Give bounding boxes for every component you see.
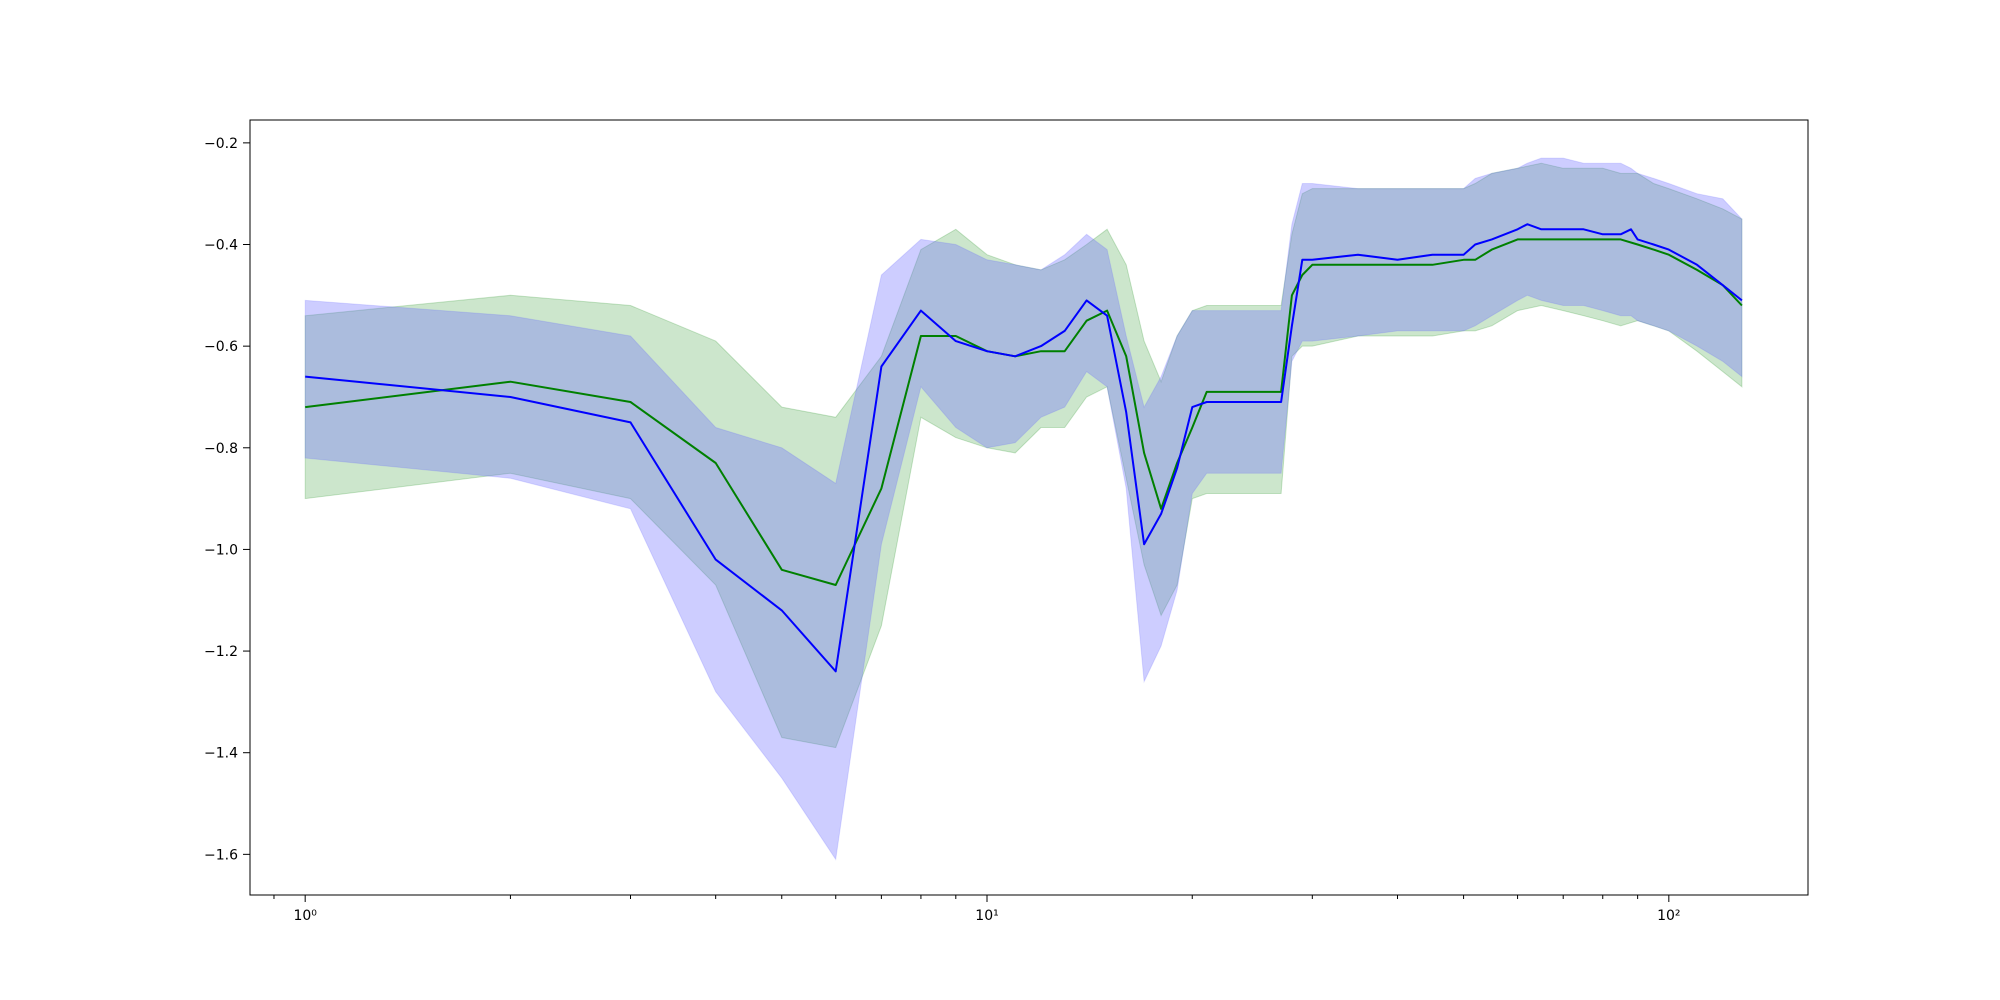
series-1-line (305, 238, 1743, 586)
plot-area-frame (249, 119, 1809, 896)
y-tick-label: −0.4 (204, 238, 238, 254)
y-tick-label: −1.6 (204, 847, 238, 863)
y-tick-label: −0.6 (204, 339, 238, 355)
x-axis: 10⁰ 10¹ 10² (273, 895, 1681, 924)
series-2-band (304, 157, 1743, 861)
y-tick-label: −0.2 (204, 136, 238, 152)
y-axis: −0.2 −0.4 −0.6 −0.8 −1.0 −1.2 −1.4 −1.6 (204, 136, 250, 863)
y-tick-label: −1.0 (204, 542, 238, 558)
series-2-line (305, 223, 1743, 673)
confidence-bands (304, 157, 1743, 861)
y-tick-label: −1.4 (204, 746, 238, 762)
x-tick-label: 10¹ (975, 908, 998, 924)
x-tick-label: 10⁰ (293, 908, 317, 924)
y-tick-label: −0.8 (204, 441, 238, 457)
series-lines (305, 223, 1743, 673)
x-tick-label: 10² (1657, 908, 1680, 924)
y-tick-label: −1.2 (204, 644, 238, 660)
series-1-band (304, 162, 1743, 749)
